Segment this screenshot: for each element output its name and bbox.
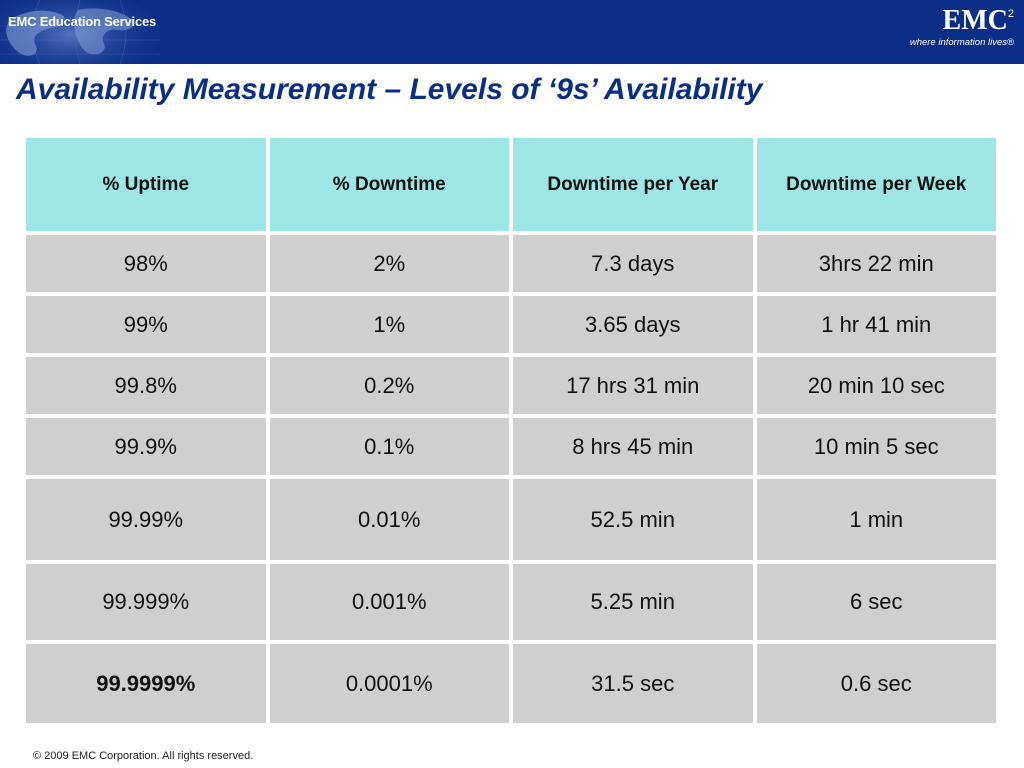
cell-downtime-per-week: 0.6 sec [756,644,996,723]
cell-downtime: 0.2% [269,357,509,414]
availability-table-wrap: % Uptime % Downtime Downtime per Year Do… [26,138,1000,727]
cell-uptime: 99.9% [26,418,266,475]
header-band: EMC Education Services EMC2 where inform… [0,0,1024,64]
cell-downtime-per-year: 7.3 days [513,235,753,292]
page-title: Availability Measurement – Levels of ‘9s… [16,73,763,106]
column-header-downtime-per-week: Downtime per Week [756,138,996,231]
cell-downtime: 0.0001% [269,644,509,723]
brand-label: EMC Education Services [8,14,157,29]
cell-downtime: 0.1% [269,418,509,475]
cell-downtime-per-week: 20 min 10 sec [756,357,996,414]
cell-uptime: 99.999% [26,564,266,640]
table-row: 98% 2% 7.3 days 3hrs 22 min [26,235,996,292]
cell-downtime: 0.001% [269,564,509,640]
cell-downtime-per-year: 5.25 min [513,564,753,640]
cell-downtime: 2% [269,235,509,292]
logo-tagline-text: where information lives [909,37,1007,48]
column-header-downtime: % Downtime [269,138,509,231]
cell-downtime: 1% [269,296,509,353]
globe-icon [0,0,160,64]
cell-downtime-per-year: 3.65 days [513,296,753,353]
logo-tagline: where information lives® [894,37,1014,48]
cell-downtime-per-week: 6 sec [756,564,996,640]
cell-downtime-per-week: 1 hr 41 min [756,296,996,353]
table-header-row: % Uptime % Downtime Downtime per Year Do… [26,138,996,231]
logo-tm: ® [1007,37,1014,48]
table-row: 99.9% 0.1% 8 hrs 45 min 10 min 5 sec [26,418,996,475]
copyright-footer: © 2009 EMC Corporation. All rights reser… [33,750,254,762]
column-header-downtime-per-year: Downtime per Year [513,138,753,231]
cell-uptime: 99.9999% [26,644,266,723]
cell-uptime: 99% [26,296,266,353]
logo-superscript: 2 [1007,8,1014,20]
table-row: 99.99% 0.01% 52.5 min 1 min [26,479,996,560]
availability-table: % Uptime % Downtime Downtime per Year Do… [22,134,1000,727]
table-row: 99% 1% 3.65 days 1 hr 41 min [26,296,996,353]
cell-downtime-per-week: 3hrs 22 min [756,235,996,292]
logo-mark: EMC [942,5,1008,36]
emc-logo: EMC2 where information lives® [894,6,1014,58]
cell-downtime-per-year: 52.5 min [513,479,753,560]
cell-downtime-per-week: 1 min [756,479,996,560]
table-row: 99.8% 0.2% 17 hrs 31 min 20 min 10 sec [26,357,996,414]
cell-uptime: 98% [26,235,266,292]
cell-downtime-per-week: 10 min 5 sec [756,418,996,475]
cell-downtime-per-year: 8 hrs 45 min [513,418,753,475]
cell-uptime: 99.8% [26,357,266,414]
table-row: 99.999% 0.001% 5.25 min 6 sec [26,564,996,640]
cell-uptime: 99.99% [26,479,266,560]
cell-downtime-per-year: 17 hrs 31 min [513,357,753,414]
cell-downtime-per-year: 31.5 sec [513,644,753,723]
table-row: 99.9999% 0.0001% 31.5 sec 0.6 sec [26,644,996,723]
column-header-uptime: % Uptime [26,138,266,231]
cell-downtime: 0.01% [269,479,509,560]
